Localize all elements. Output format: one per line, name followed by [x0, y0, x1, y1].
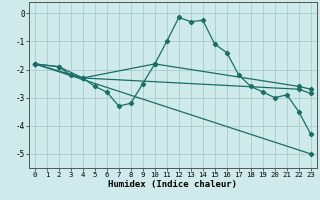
X-axis label: Humidex (Indice chaleur): Humidex (Indice chaleur) — [108, 180, 237, 189]
